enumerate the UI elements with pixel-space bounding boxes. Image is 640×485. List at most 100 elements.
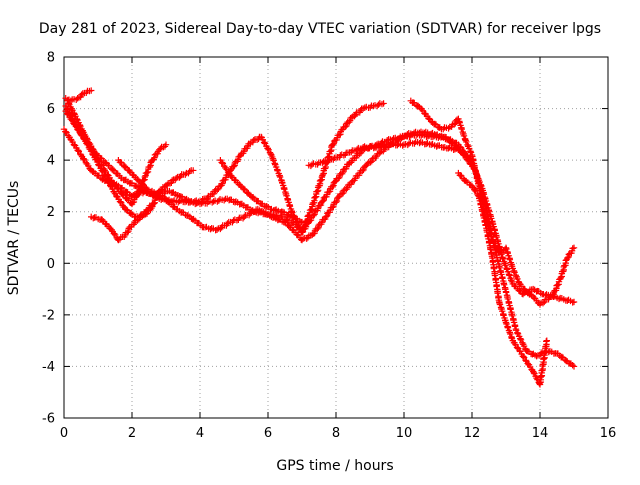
data-point-interp [81,156,88,164]
x-tick-label: 8 [332,426,340,441]
data-point-interp [109,166,117,173]
data-point-interp [506,256,514,263]
data-point-interp [463,138,470,146]
data-series-track-8 [217,156,306,226]
data-point-interp [513,344,521,351]
data-point-interp [480,214,488,222]
data-point-interp [485,239,493,247]
data-point-interp [462,137,469,144]
data-point-interp [263,203,270,210]
data-point-interp [138,180,146,187]
data-point-interp [136,214,143,221]
data-point-interp [458,126,465,133]
data-point [213,226,221,233]
data-point [149,200,156,208]
data-point-interp [569,362,576,369]
data-point-interp [222,164,229,172]
y-tick-label: -2 [42,308,55,323]
data-point-interp [507,330,514,338]
data-point [322,213,329,221]
data-point-interp [433,143,440,150]
data-point-interp [502,262,509,269]
y-axis-title: SDTVAR / TECUs [6,181,22,296]
data-point-interp [329,183,336,191]
data-point-interp [375,101,382,108]
data-point-interp [338,190,346,198]
data-point-interp [265,146,272,153]
data-point-interp [537,373,544,381]
data-point-interp [524,360,531,367]
data-point-interp [353,146,361,153]
data-point [135,187,142,195]
data-point-interp [319,170,327,178]
data-point-interp [477,201,484,209]
data-point-interp [207,226,214,233]
x-tick-label: 0 [60,426,68,441]
x-tick-label: 6 [264,426,272,441]
data-point [570,244,578,252]
data-point [377,149,384,156]
data-point [543,337,550,344]
data-point-interp [496,264,503,272]
data-point-interp [367,159,374,166]
data-point-interp [70,141,78,148]
data-point-interp [132,193,140,201]
data-point-interp [549,292,556,299]
data-point-interp [228,172,235,180]
data-point-interp [524,347,531,355]
data-point-interp [469,157,477,164]
data-point-interp [499,307,506,315]
data-point-interp [112,231,119,239]
data-point-interp [119,191,126,198]
data-series-track-6 [88,200,156,244]
data-point-interp [506,272,513,279]
y-tick-label: 2 [47,205,55,220]
data-point-interp [117,198,124,205]
data-series-track-9 [305,138,476,170]
data-point-interp [488,215,495,222]
y-tick-label: -6 [42,412,55,427]
data-point-interp [240,185,248,193]
data-point-interp [460,132,468,140]
data-point-interp [66,110,74,118]
data-point-interp [509,312,516,320]
data-point-interp [507,306,514,313]
data-point [162,141,170,148]
data-point-interp [215,197,222,204]
data-point-interp [479,208,486,215]
data-point-interp [111,230,118,237]
data-point-interp [335,131,343,139]
data-point [564,254,571,262]
data-point-interp [223,166,230,173]
data-point-interp [517,336,525,344]
data-point-interp [281,186,288,193]
plot-area [60,87,578,388]
data-point-interp [121,163,129,170]
x-tick-label: 12 [464,426,481,441]
data-point-interp [329,204,336,211]
data-point-interp [69,107,76,114]
x-tick-label: 16 [600,426,617,441]
data-point-interp [557,274,565,281]
data-point [67,97,74,105]
data-point-interp [139,213,146,220]
data-point-interp [533,374,540,382]
data-point-interp [514,275,521,283]
data-point-interp [62,128,70,136]
x-tick-label: 10 [396,426,413,441]
data-point-interp [114,184,121,192]
data-point-interp [124,229,131,236]
data-point-interp [520,353,527,360]
data-point-interp [474,192,482,199]
data-point-interp [104,171,111,178]
data-point-interp [537,350,545,357]
data-point-interp [496,301,504,308]
data-point-interp [74,147,82,154]
data-point [380,100,387,107]
x-tick-label: 14 [532,426,549,441]
y-tick-label: 4 [47,154,55,169]
data-point-interp [431,120,439,128]
data-point-interp [512,341,519,348]
data-point-interp [471,186,478,194]
data-point-interp [99,216,106,224]
